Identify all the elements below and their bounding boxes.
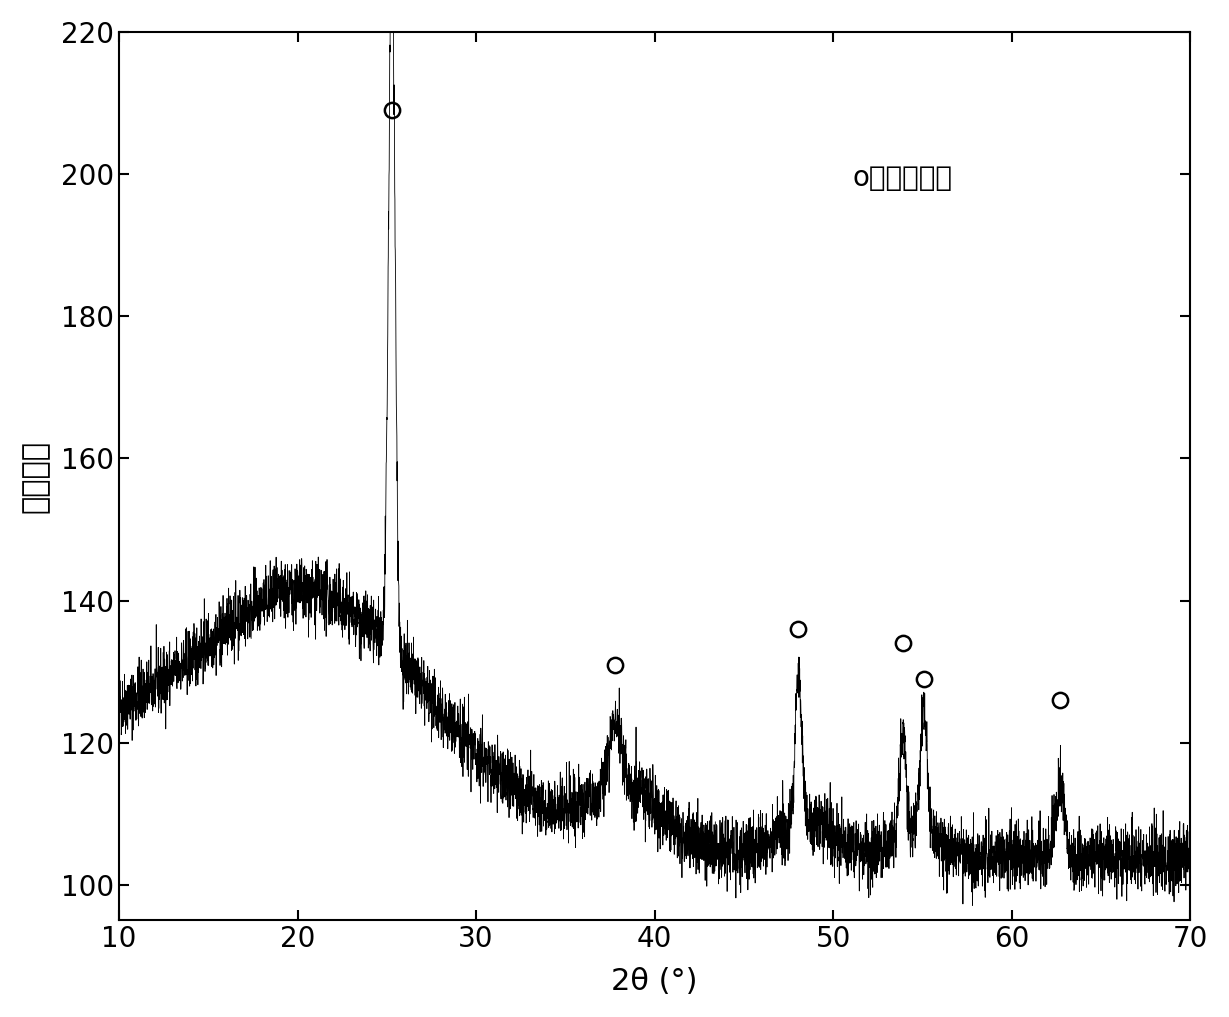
X-axis label: 2θ (°): 2θ (°) xyxy=(612,967,698,997)
Text: o：锐鈢矿相: o：锐鈢矿相 xyxy=(853,165,952,192)
Y-axis label: 相对强度: 相对强度 xyxy=(21,439,50,513)
